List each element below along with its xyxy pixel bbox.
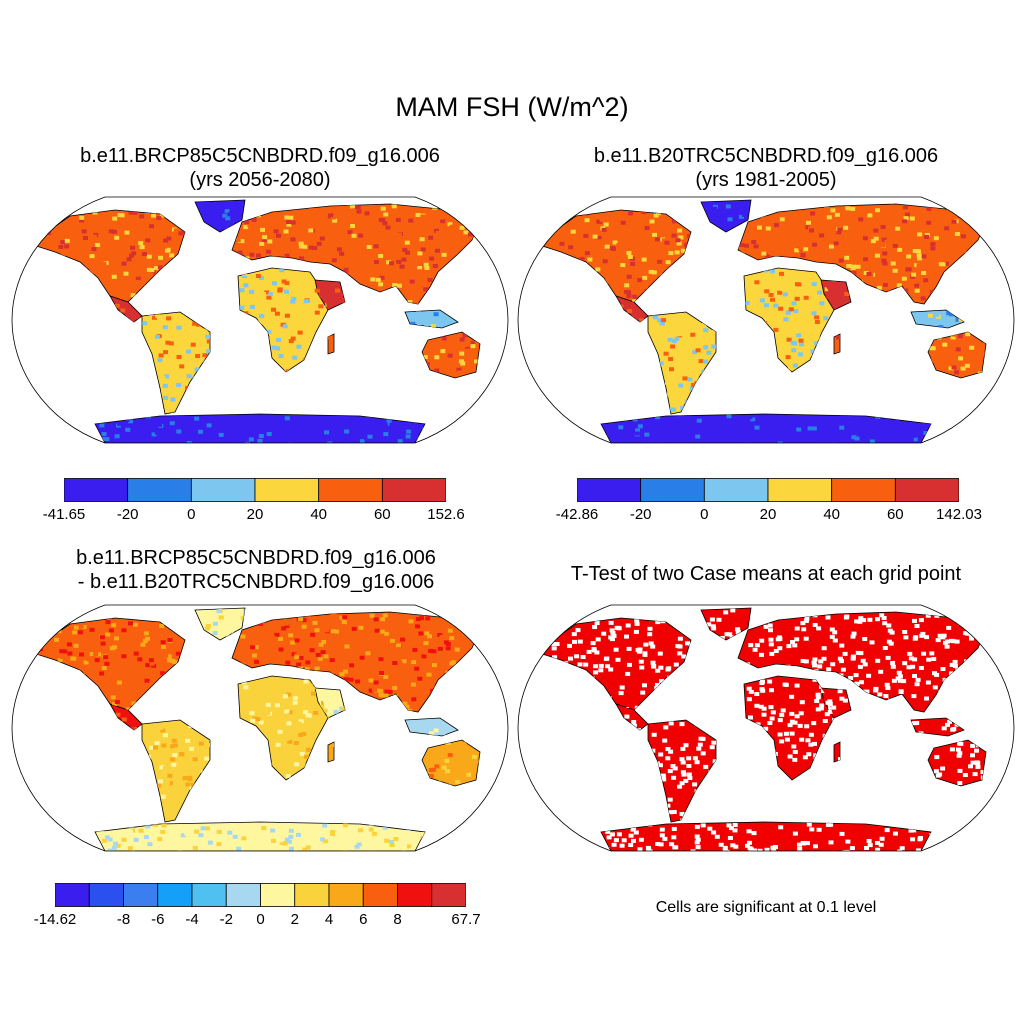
- panel4-title-line1: T-Test of two Case means at each grid po…: [570, 563, 962, 585]
- panel1-northamerica: [29, 209, 186, 303]
- panel1-colorbar-box: [381, 478, 446, 502]
- panel1-colorbar-labels: -41.65 -20 0 20 40 60 152.6: [43, 506, 465, 526]
- panel3-colorbar-box: [225, 883, 261, 907]
- panel1-map: [11, 196, 509, 444]
- panel1-colorbar-box: [64, 478, 129, 502]
- panel3-colorbar-box: [157, 883, 193, 907]
- panel3-title-line1: b.e11.BRCP85C5CNBDRD.f09_g16.006: [76, 547, 436, 569]
- panel3-colorbar-label: 2: [290, 911, 299, 928]
- panel4-antarctica: [600, 821, 932, 851]
- panel1-colorbar-box: [254, 478, 320, 502]
- panel2-title-line2: (yrs 1981-2005): [695, 169, 837, 191]
- panel3-colorbar-label: -6: [151, 911, 165, 928]
- panel3-colorbar-label: -8: [116, 911, 131, 928]
- panel3-map-outline: [11, 604, 509, 852]
- main-title: MAM FSH (W/m^2): [395, 92, 629, 122]
- panel2-title-line1: b.e11.B20TRC5CNBDRD.f09_g16.006: [593, 145, 939, 167]
- panel4-map: [517, 604, 1015, 852]
- panel3-colorbar-box: [191, 883, 227, 907]
- panel3-title-line2: - b.e11.B20TRC5CNBDRD.f09_g16.006: [77, 571, 435, 593]
- panel2-colorbar-box: [577, 478, 642, 502]
- panel1-colorbar-box: [127, 478, 192, 502]
- panel4-centralamerica: [615, 703, 649, 731]
- panel2-colorbar-box: [640, 478, 705, 502]
- panel1-colorbar-box: [190, 478, 256, 502]
- panel3-centralamerica: [109, 703, 143, 731]
- panel3-colorbar-box: [55, 883, 90, 907]
- panel2-colorbar: [577, 478, 959, 502]
- panel3-colorbar-box: [260, 883, 296, 907]
- panel2-colorbar-label: 142.03: [936, 506, 982, 523]
- panel3-colorbar: [55, 883, 466, 907]
- panel1-colorbar-label: -41.65: [42, 506, 86, 523]
- panel1-colorbar-box: [318, 478, 383, 502]
- panel1-colorbar-label: 60: [373, 506, 391, 523]
- panel3-colorbar-box: [328, 883, 364, 907]
- panel3-colorbar-label: 6: [359, 911, 368, 928]
- panel3-colorbar-label: 0: [256, 911, 265, 928]
- panel3-colorbar-box: [362, 883, 398, 907]
- panel4-map-outline: [517, 604, 1015, 852]
- panel2-colorbar-box: [831, 478, 896, 502]
- panel3-colorbar-box: [294, 883, 330, 907]
- panel2-colorbar-label: 0: [700, 506, 709, 523]
- panel2-title: b.e11.B20TRC5CNBDRD.f09_g16.006 (yrs 198…: [506, 144, 1024, 192]
- panel1-colorbar-label: -20: [116, 506, 139, 523]
- panel1-colorbar-label: 152.6: [427, 506, 465, 523]
- panel3-colorbar-label: -2: [219, 911, 233, 928]
- panel2-africa: [743, 267, 835, 373]
- panel3-colorbar-label: -14.62: [33, 911, 77, 928]
- panel2-colorbar-label: 40: [823, 506, 841, 523]
- panel3-colorbar-box: [123, 883, 159, 907]
- panel4-australia: [927, 739, 987, 787]
- panel3-title: b.e11.BRCP85C5CNBDRD.f09_g16.006 - b.e11…: [0, 546, 512, 594]
- panel2-colorbar-box: [894, 478, 959, 502]
- panel1-title-line2: (yrs 2056-2080): [189, 169, 331, 191]
- panel3-colorbar-label: 67.7: [451, 911, 481, 928]
- panel1-colorbar-label: 0: [187, 506, 196, 523]
- panel1-title: b.e11.BRCP85C5CNBDRD.f09_g16.006 (yrs 20…: [0, 144, 520, 192]
- panel2-colorbar-label: -42.86: [555, 506, 599, 523]
- panel2-colorbar-label: -20: [629, 506, 652, 523]
- panel1-title-line1: b.e11.BRCP85C5CNBDRD.f09_g16.006: [80, 145, 440, 167]
- panel2-arabia: [820, 279, 852, 311]
- panel1-map-outline: [11, 196, 509, 444]
- panel4-land-group: [535, 607, 987, 851]
- panel3-colorbar-labels: -14.62 -8 -6 -4 -2 0 2 4 6 8 67.7: [34, 911, 481, 931]
- panel2-colorbar-box: [703, 478, 769, 502]
- panel4-africa: [743, 675, 835, 781]
- panel3-antarctica: [94, 821, 426, 851]
- panel3-eurasia: [231, 611, 481, 713]
- panel3-colorbar-box: [88, 883, 124, 907]
- panel3-southamerica: [141, 719, 211, 823]
- panel3-colorbar-label: -4: [185, 911, 199, 928]
- panel3-greenland: [194, 607, 246, 641]
- panel3-map: [11, 604, 509, 852]
- panel2-colorbar-labels: -42.86 -20 0 20 40 60 142.03: [556, 506, 982, 526]
- panel3-australia: [421, 739, 481, 787]
- panel3-colorbar-label: 8: [393, 911, 402, 928]
- panel2-colorbar-label: 20: [759, 506, 777, 523]
- panel2-colorbar-label: 60: [886, 506, 904, 523]
- panel2-map: [517, 196, 1015, 444]
- panel3-colorbar-box: [431, 883, 466, 907]
- significance-note: Cells are significant at 0.1 level: [655, 899, 877, 916]
- panel2-map-outline: [517, 196, 1015, 444]
- panel2-northamerica: [535, 209, 692, 303]
- panel1-colorbar: [64, 478, 446, 502]
- panel2-colorbar-box: [767, 478, 833, 502]
- panel1-colorbar-label: 40: [310, 506, 328, 523]
- panel3-colorbar-box: [397, 883, 433, 907]
- panel3-colorbar-label: 4: [324, 911, 334, 928]
- panel4-title: T-Test of two Case means at each grid po…: [506, 562, 1024, 586]
- panel1-colorbar-label: 20: [246, 506, 264, 523]
- panel1-southamerica: [141, 311, 211, 415]
